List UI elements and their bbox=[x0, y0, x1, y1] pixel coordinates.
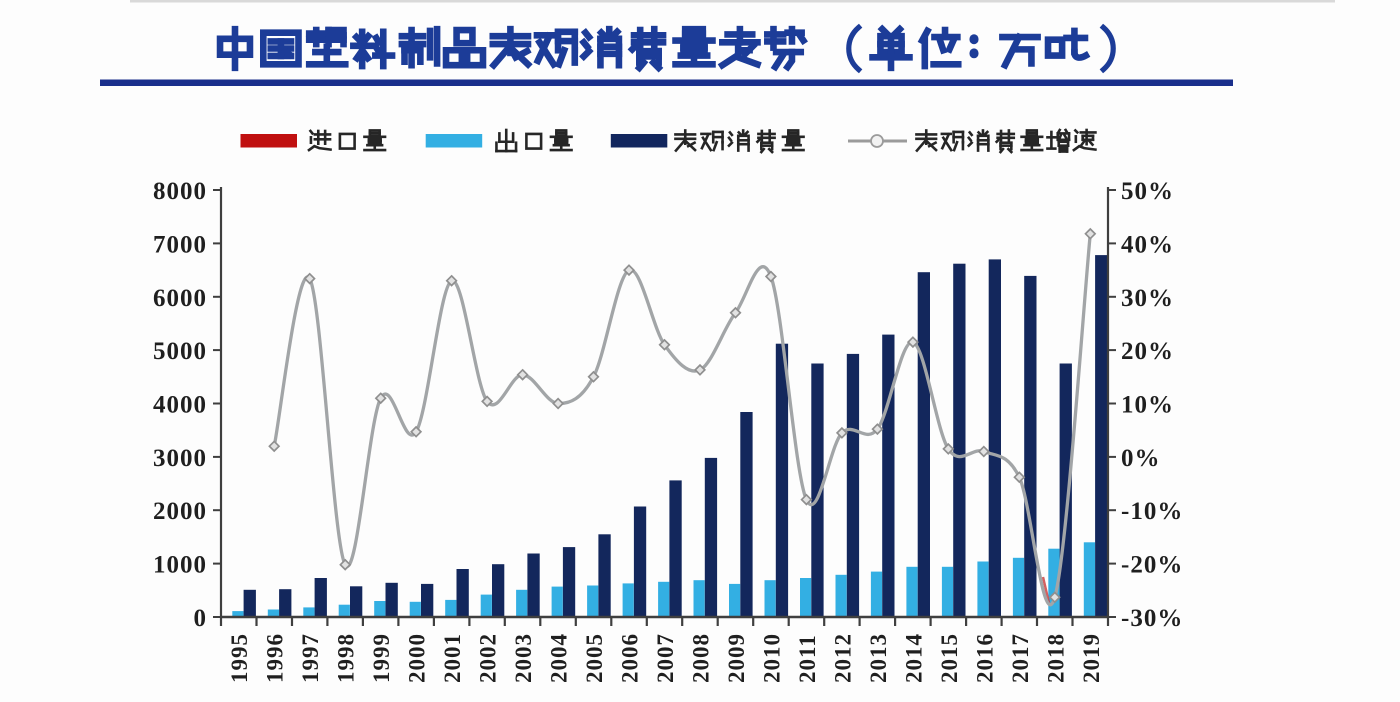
svg-text:1995: 1995 bbox=[227, 633, 252, 683]
svg-text:2015: 2015 bbox=[937, 633, 962, 683]
svg-text:2011: 2011 bbox=[795, 634, 820, 683]
svg-text:0%: 0% bbox=[1121, 445, 1161, 472]
svg-text:10%: 10% bbox=[1121, 392, 1174, 419]
svg-text:20%: 20% bbox=[1121, 338, 1174, 365]
svg-text:2019: 2019 bbox=[1079, 633, 1104, 683]
svg-text:2002: 2002 bbox=[476, 633, 501, 683]
svg-text:1997: 1997 bbox=[298, 633, 323, 683]
svg-text:2008: 2008 bbox=[689, 633, 714, 683]
svg-text:2004: 2004 bbox=[547, 633, 572, 683]
svg-text:2013: 2013 bbox=[866, 633, 891, 683]
svg-text:2018: 2018 bbox=[1043, 633, 1068, 683]
svg-text:-20%: -20% bbox=[1121, 552, 1183, 579]
svg-text:1996: 1996 bbox=[263, 633, 288, 683]
svg-text:8000: 8000 bbox=[153, 178, 207, 205]
svg-text:2017: 2017 bbox=[1008, 633, 1033, 683]
svg-text:2003: 2003 bbox=[511, 633, 536, 683]
svg-text:50%: 50% bbox=[1121, 178, 1174, 205]
svg-text:2000: 2000 bbox=[405, 633, 430, 683]
svg-text:7000: 7000 bbox=[153, 231, 207, 258]
svg-text:2016: 2016 bbox=[972, 633, 997, 683]
svg-text:5000: 5000 bbox=[153, 338, 207, 365]
svg-text:2012: 2012 bbox=[830, 633, 855, 683]
svg-text:2001: 2001 bbox=[440, 633, 465, 683]
svg-text:0: 0 bbox=[194, 605, 208, 632]
svg-text:3000: 3000 bbox=[153, 445, 207, 472]
svg-text:2000: 2000 bbox=[153, 498, 207, 525]
svg-text:1998: 1998 bbox=[334, 633, 359, 683]
svg-text:-30%: -30% bbox=[1121, 605, 1183, 632]
svg-text:-10%: -10% bbox=[1121, 498, 1183, 525]
svg-text:1999: 1999 bbox=[369, 633, 394, 683]
svg-text:1000: 1000 bbox=[153, 552, 207, 579]
svg-text:40%: 40% bbox=[1121, 231, 1174, 258]
svg-text:2009: 2009 bbox=[724, 633, 749, 683]
svg-text:2005: 2005 bbox=[582, 633, 607, 683]
svg-text:2014: 2014 bbox=[901, 633, 926, 683]
svg-text:4000: 4000 bbox=[153, 392, 207, 419]
svg-text:2006: 2006 bbox=[618, 633, 643, 683]
svg-text:6000: 6000 bbox=[153, 285, 207, 312]
svg-text:30%: 30% bbox=[1121, 285, 1174, 312]
svg-text:2010: 2010 bbox=[759, 633, 784, 683]
svg-text:2007: 2007 bbox=[653, 633, 678, 683]
